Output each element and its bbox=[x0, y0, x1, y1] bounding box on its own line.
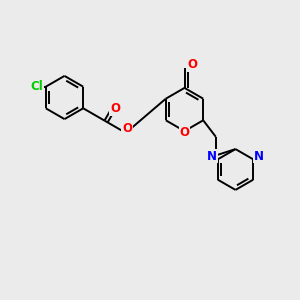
Text: O: O bbox=[179, 126, 190, 139]
Text: Cl: Cl bbox=[30, 80, 43, 93]
Text: N: N bbox=[207, 149, 217, 163]
Text: S: S bbox=[205, 150, 214, 164]
Text: O: O bbox=[187, 58, 197, 71]
Text: O: O bbox=[110, 102, 120, 115]
Text: N: N bbox=[254, 149, 264, 163]
Text: O: O bbox=[122, 122, 132, 135]
